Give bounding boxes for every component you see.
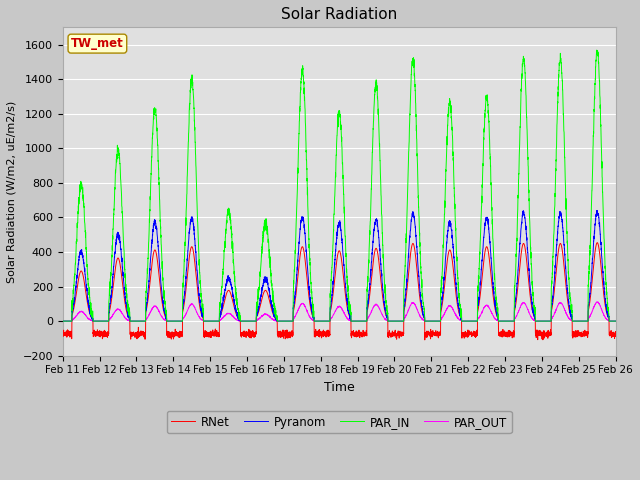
PAR_IN <box>158 264 166 270</box>
Line: Pyranom: Pyranom <box>63 211 616 321</box>
PAR_IN <box>611 318 619 324</box>
Text: TW_met: TW_met <box>71 37 124 50</box>
RNet <box>463 331 471 337</box>
Title: Solar Radiation: Solar Radiation <box>281 7 397 22</box>
PAR_IN <box>433 318 440 324</box>
X-axis label: Time: Time <box>324 381 355 394</box>
Pyranom <box>612 318 620 324</box>
Line: RNet: RNet <box>63 242 616 340</box>
PAR_IN <box>59 318 67 324</box>
Pyranom <box>319 318 326 324</box>
RNet <box>433 331 440 337</box>
Pyranom <box>433 318 440 324</box>
PAR_IN <box>612 318 620 324</box>
PAR_IN <box>593 47 600 53</box>
PAR_OUT <box>319 318 326 324</box>
PAR_OUT <box>593 299 600 305</box>
RNet <box>593 240 601 245</box>
Pyranom <box>463 318 471 324</box>
PAR_OUT <box>463 318 471 324</box>
Line: PAR_OUT: PAR_OUT <box>63 302 616 321</box>
PAR_OUT <box>158 314 166 320</box>
PAR_IN <box>319 318 326 324</box>
RNet <box>612 329 620 335</box>
PAR_OUT <box>611 318 619 324</box>
Legend: RNet, Pyranom, PAR_IN, PAR_OUT: RNet, Pyranom, PAR_IN, PAR_OUT <box>167 411 511 433</box>
RNet <box>59 331 67 336</box>
Pyranom <box>59 318 67 324</box>
Pyranom <box>495 317 502 323</box>
RNet <box>319 331 326 337</box>
Pyranom <box>158 292 166 298</box>
Y-axis label: Solar Radiation (W/m2, uE/m2/s): Solar Radiation (W/m2, uE/m2/s) <box>7 100 17 283</box>
RNet <box>421 337 429 343</box>
PAR_OUT <box>495 318 502 324</box>
PAR_IN <box>463 318 471 324</box>
RNet <box>611 330 619 336</box>
PAR_IN <box>495 315 502 321</box>
Line: PAR_IN: PAR_IN <box>63 50 616 321</box>
RNet <box>158 299 166 305</box>
PAR_OUT <box>433 318 440 324</box>
Pyranom <box>611 318 619 324</box>
PAR_OUT <box>59 318 67 324</box>
Pyranom <box>593 208 601 214</box>
PAR_OUT <box>612 318 620 324</box>
RNet <box>495 332 502 338</box>
